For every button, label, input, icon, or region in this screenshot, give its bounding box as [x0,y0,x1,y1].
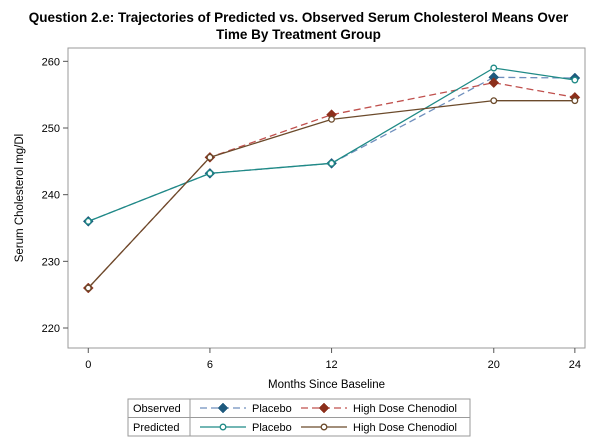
y-tick-label: 220 [42,323,60,335]
y-axis: 220 230 240 250 260 [42,56,68,335]
data-point-predicted-high-dose-chenodiol [571,97,579,105]
plot-area-frame [67,47,586,349]
data-point-predicted-placebo [84,217,92,225]
legend-row-label-observed: Observed [133,403,181,415]
legend-entry-observed-placebo: Placebo [252,403,292,415]
legend-entry-predicted-high-dose: High Dose Chenodiol [353,422,457,434]
x-tick-label: 0 [85,359,91,371]
legend-marker-circle [219,423,227,431]
legend-symbol-predicted-high-dose [301,423,347,431]
legend-symbol-observed-high-dose [301,402,347,414]
x-tick-label: 24 [569,359,581,371]
y-tick-label: 240 [42,190,60,202]
y-tick-label: 260 [42,56,60,68]
series-predicted-high-dose-chenodiol [84,97,579,292]
data-point-predicted-placebo [571,76,579,84]
legend-entry-observed-high-dose: High Dose Chenodiol [353,403,457,415]
chart-title-line-1: Question 2.e: Trajectories of Predicted … [29,10,569,25]
y-tick-label: 250 [42,123,60,135]
legend-entry-predicted-placebo: Placebo [252,422,292,434]
y-axis-label: Serum Cholesterol mg/Dl [14,134,26,262]
legend-marker-circle [320,423,328,431]
legend-symbol-predicted-placebo [200,423,246,431]
series-predicted-placebo [84,64,579,225]
series-layer [82,64,581,294]
legend-marker-diamond [318,402,330,414]
data-point-predicted-high-dose-chenodiol [328,115,336,123]
legend-marker-diamond [217,402,229,414]
legend-row-label-predicted: Predicted [133,422,179,434]
data-point-predicted-high-dose-chenodiol [206,153,214,161]
x-tick-label: 12 [325,359,337,371]
x-axis-label: Months Since Baseline [268,379,385,391]
series-line-observed-high-dose-chenodiol [87,82,575,289]
legend: Observed Predicted Placebo High Dose Che… [127,398,471,437]
data-point-predicted-high-dose-chenodiol [490,97,498,105]
data-point-predicted-high-dose-chenodiol [84,284,92,292]
series-line-observed-placebo [88,76,575,222]
x-tick-label: 6 [207,359,213,371]
data-point-predicted-placebo [490,64,498,72]
y-tick-label: 230 [42,256,60,268]
data-point-predicted-placebo [206,169,214,177]
legend-symbol-observed-placebo [200,402,246,414]
x-axis: 0 6 12 20 24 [85,348,581,371]
data-point-predicted-placebo [328,159,336,167]
chart-title-line-2: Time By Treatment Group [216,27,381,42]
x-tick-label: 20 [488,359,500,371]
data-point-observed-high-dose-chenodiol [488,77,500,89]
